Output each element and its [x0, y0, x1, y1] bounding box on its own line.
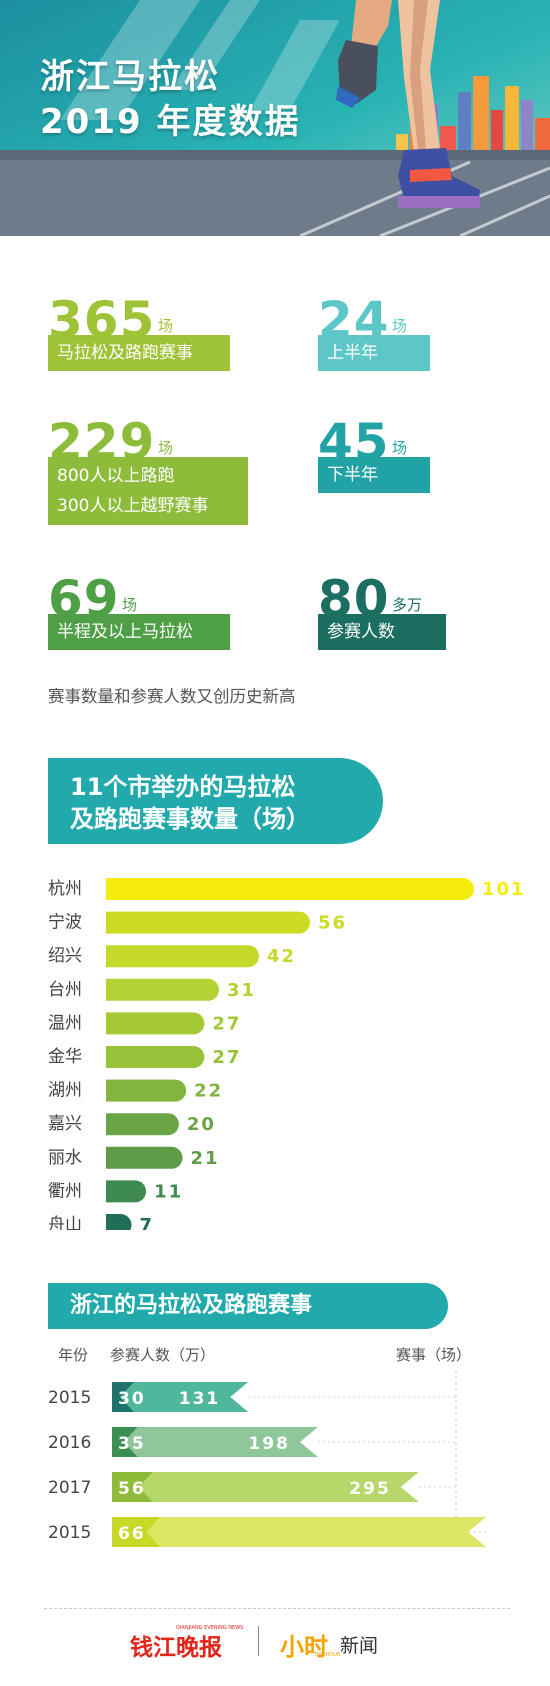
yearly-chart-title: 浙江的马拉松及路跑赛事 [48, 1283, 448, 1329]
stat-label-line-0-0: 马拉松及路跑赛事 [57, 343, 193, 363]
year-label: 2015 [48, 1388, 91, 1408]
people-value-label: 35 [118, 1434, 146, 1454]
people-arrow [112, 1382, 134, 1412]
stat-unit-5: 多万 [392, 596, 423, 614]
stat-label-line-4-0: 半程及以上马拉松 [57, 622, 193, 642]
stat-label-1: 上半年 [318, 335, 430, 371]
stat-label-3: 下半年 [318, 457, 430, 493]
events-arrow [112, 1517, 486, 1547]
city-bar [106, 1046, 205, 1068]
city-value-label: 21 [191, 1148, 220, 1169]
city-chart-title-line2: 及路跑赛事数量（场） [70, 805, 310, 833]
stat-label-0: 马拉松及路跑赛事 [48, 335, 230, 371]
city-value-label: 7 [140, 1215, 155, 1230]
col-year-header: 年份 [58, 1346, 89, 1364]
logo-separator [258, 1626, 259, 1656]
city-label: 杭州 [48, 879, 82, 899]
city-chart-title-line1: 11个市举办的马拉松 [70, 773, 296, 801]
hour-news-logo: 小时 [280, 1633, 328, 1661]
hour-news-logo-sub: THE HOUR [314, 1652, 341, 1658]
stat-label-line-5-0: 参赛人数 [327, 622, 395, 642]
city-label: 丽水 [48, 1148, 82, 1168]
qianjiang-logo-sub: QIANJIANG EVENING NEWS [176, 1625, 244, 1631]
city-value-label: 101 [482, 879, 526, 900]
city-value-label: 31 [227, 980, 256, 1001]
city-bar [106, 978, 219, 1001]
stat-label-line-1-0: 上半年 [327, 343, 378, 363]
people-arrow [112, 1517, 161, 1547]
yearly-arrow-chart: 2015 30 131 2016 35 198 2017 56 295 2015 66 [48, 1370, 486, 1547]
city-value-label: 11 [154, 1181, 183, 1202]
people-value-label: 30 [118, 1389, 146, 1409]
stat-unit-1: 场 [392, 317, 408, 335]
col-events-header: 赛事（场） [396, 1346, 472, 1364]
stat-label-2: 800人以上路跑 300人以上越野赛事 [48, 457, 248, 525]
events-arrow [112, 1472, 419, 1502]
city-value-label: 27 [212, 1013, 241, 1034]
people-value-label: 56 [118, 1479, 146, 1499]
city-bar [106, 945, 260, 968]
hero-illustration [0, 0, 550, 236]
city-label: 嘉兴 [48, 1114, 82, 1134]
city-bar [106, 1012, 205, 1035]
events-arrow [112, 1427, 318, 1457]
city-value-label: 42 [267, 946, 296, 967]
city-bar [106, 1180, 147, 1203]
city-label: 金华 [48, 1047, 82, 1067]
people-arrow [112, 1427, 138, 1457]
city-label: 温州 [48, 1013, 82, 1033]
stat-unit-2: 场 [158, 439, 174, 457]
city-bar [106, 911, 311, 934]
hero-title-line2: 2019 年度数据 [40, 102, 301, 142]
city-value-label: 20 [187, 1114, 216, 1135]
people-arrow [112, 1472, 153, 1502]
city-value-label: 22 [194, 1081, 223, 1102]
events-arrow [112, 1382, 249, 1412]
events-value-label: 295 [349, 1479, 391, 1499]
events-value-label: 198 [248, 1434, 290, 1454]
stat-label-line-2-0: 800人以上路跑 [57, 466, 175, 486]
stat-unit-4: 场 [122, 596, 138, 614]
city-label: 舟山 [48, 1215, 82, 1230]
stat-label-line-2-1: 300人以上越野赛事 [57, 496, 209, 516]
city-bar-chart: 杭州 101 宁波 56 绍兴 42 台州 31 温州 27 金华 27 湖州 22 嘉兴 20 丽水 21 衢州 1… [48, 878, 526, 1230]
city-bar [106, 1214, 132, 1230]
city-bar [106, 878, 474, 900]
events-value-label: 131 [179, 1389, 221, 1409]
stat-label-line-3-0: 下半年 [327, 465, 378, 485]
col-people-header: 参赛人数（万） [110, 1346, 216, 1364]
city-label: 湖州 [48, 1081, 82, 1101]
city-skyline [396, 76, 550, 162]
runner-illustration [336, 0, 480, 208]
stat-unit-3: 场 [392, 439, 408, 457]
city-value-label: 27 [212, 1047, 241, 1068]
city-value-label: 56 [318, 913, 347, 934]
qianjiang-logo: 钱江晚报 [130, 1634, 222, 1661]
hour-news-logo-text: 新闻 [340, 1635, 379, 1657]
city-label: 宁波 [48, 913, 82, 933]
city-chart-title: 11个市举办的马拉松 及路跑赛事数量（场） [48, 758, 383, 844]
stat-label-5: 参赛人数 [318, 614, 446, 650]
stat-label-4: 半程及以上马拉松 [48, 614, 230, 650]
city-label: 台州 [48, 980, 82, 1000]
city-bar [106, 1079, 187, 1102]
city-bar [106, 1146, 183, 1169]
city-bar [106, 1113, 179, 1136]
hero-title-line1: 浙江马拉松 [40, 57, 220, 97]
hero-banner: 浙江马拉松 2019 年度数据 [0, 0, 550, 236]
footer-divider [44, 1608, 510, 1609]
summary-caption: 赛事数量和参赛人数又创历史新高 [48, 687, 296, 706]
year-label: 2015 [48, 1523, 91, 1543]
people-value-label: 66 [118, 1524, 146, 1544]
year-label: 2016 [48, 1433, 91, 1453]
city-label: 绍兴 [48, 946, 82, 966]
stat-unit-0: 场 [158, 317, 174, 335]
year-label: 2017 [48, 1478, 91, 1498]
city-label: 衢州 [48, 1180, 82, 1201]
